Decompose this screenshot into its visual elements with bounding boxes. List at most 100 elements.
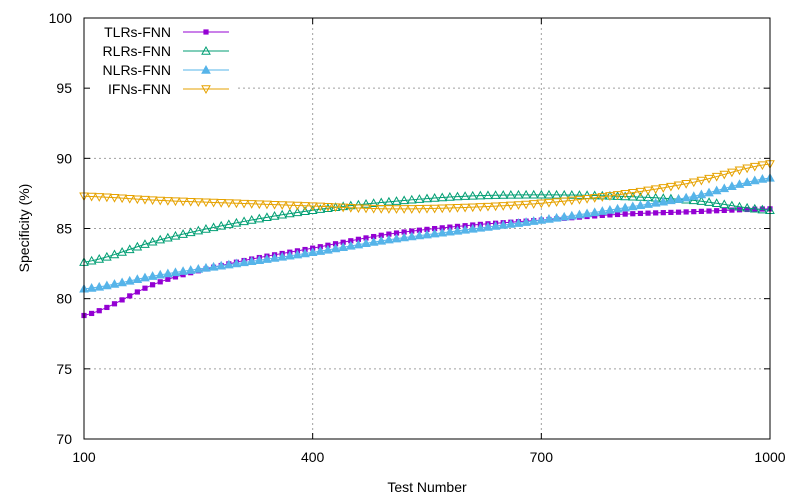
data-point-marker (254, 255, 265, 264)
data-point-marker (650, 185, 661, 195)
data-point-marker (704, 197, 714, 206)
data-point-marker (544, 213, 554, 223)
data-point-marker (528, 189, 539, 199)
data-point-marker (653, 210, 659, 216)
data-point-marker (536, 215, 547, 224)
data-point-marker (414, 205, 425, 214)
data-point-marker (566, 196, 577, 206)
data-point-marker (521, 217, 531, 226)
data-point-marker (536, 189, 547, 199)
data-point-marker (559, 197, 570, 207)
data-point-marker (109, 193, 120, 203)
data-point-marker (528, 216, 539, 225)
data-point-marker (505, 219, 516, 228)
data-point-marker (660, 210, 666, 216)
data-point-marker (582, 194, 592, 204)
data-point-marker (185, 265, 196, 274)
legend-label: IFNs-FNN (108, 81, 171, 97)
data-point-marker (315, 202, 326, 212)
data-point-marker (201, 45, 211, 55)
data-point-marker (432, 225, 438, 232)
data-point-marker (330, 243, 341, 253)
data-point-marker (467, 190, 478, 200)
data-point-marker (675, 209, 682, 215)
data-point-marker (269, 253, 280, 262)
data-point-marker (193, 263, 204, 273)
data-point-marker (124, 194, 135, 204)
y-tick-label: 90 (56, 150, 72, 166)
data-point-marker (178, 266, 188, 275)
data-point-marker (574, 190, 585, 199)
data-point-marker (551, 212, 562, 222)
data-point-marker (599, 212, 605, 219)
data-point-marker (368, 198, 379, 207)
data-point-marker (729, 207, 735, 213)
data-point-marker (292, 201, 303, 211)
data-point-marker (513, 201, 524, 210)
data-point-marker (384, 234, 394, 244)
data-point-marker (605, 205, 615, 214)
data-point-marker (109, 279, 120, 288)
data-point-marker (178, 229, 188, 238)
data-point-marker (399, 195, 409, 205)
data-point-marker (140, 272, 150, 282)
data-point-marker (744, 206, 750, 213)
data-point-marker (111, 301, 118, 307)
series-nlrs-fnn (79, 172, 775, 293)
data-point-marker (223, 219, 234, 229)
data-point-marker (734, 201, 745, 211)
data-point-marker (94, 281, 105, 291)
data-point-marker (102, 280, 112, 290)
data-point-marker (597, 190, 608, 200)
data-point-marker (94, 254, 105, 263)
data-point-marker (612, 203, 623, 213)
data-point-marker (201, 85, 211, 95)
data-point-marker (201, 262, 211, 272)
data-point-marker (635, 192, 646, 201)
data-point-marker (498, 202, 509, 211)
data-point-marker (102, 193, 112, 203)
data-point-marker (94, 193, 105, 202)
data-point-marker (124, 244, 135, 254)
data-point-marker (437, 204, 448, 214)
axis-ticks: 100 400 700 1000 70 75 80 85 90 95 100 (49, 10, 786, 465)
data-point-marker (414, 230, 425, 240)
data-point-marker (246, 256, 257, 266)
data-point-marker (452, 191, 463, 201)
data-point-marker (409, 228, 415, 234)
data-point-marker (620, 191, 631, 201)
data-point-marker (140, 195, 150, 205)
data-point-marker (185, 227, 196, 237)
plot-series (79, 160, 775, 319)
legend-label: RLRs-FNN (103, 43, 171, 59)
data-point-marker (757, 161, 768, 171)
data-point-marker (483, 190, 493, 200)
data-point-marker (223, 199, 234, 208)
data-point-marker (460, 224, 470, 234)
data-point-marker (498, 190, 509, 199)
series-rlrs-fnn (79, 189, 775, 266)
data-point-marker (627, 188, 638, 198)
data-point-marker (269, 211, 280, 220)
data-point-marker (627, 201, 638, 211)
y-tick-label: 70 (56, 431, 72, 447)
legend-label: NLRs-FNN (103, 62, 171, 78)
data-point-marker (147, 236, 158, 246)
data-point-marker (696, 189, 707, 199)
data-point-marker (185, 197, 196, 207)
data-point-marker (759, 206, 765, 212)
data-point-marker (203, 29, 209, 35)
data-point-marker (284, 250, 295, 260)
data-point-marker (452, 204, 463, 213)
data-point-marker (721, 207, 727, 214)
legend-label: TLRs-FNN (104, 24, 171, 40)
data-point-marker (231, 199, 242, 209)
data-point-marker (231, 258, 242, 268)
data-point-marker (307, 247, 318, 257)
data-point-marker (574, 195, 585, 205)
data-point-marker (544, 189, 554, 199)
data-point-marker (393, 230, 400, 236)
data-point-marker (528, 200, 539, 209)
data-point-marker (635, 187, 646, 197)
data-point-marker (714, 208, 720, 214)
